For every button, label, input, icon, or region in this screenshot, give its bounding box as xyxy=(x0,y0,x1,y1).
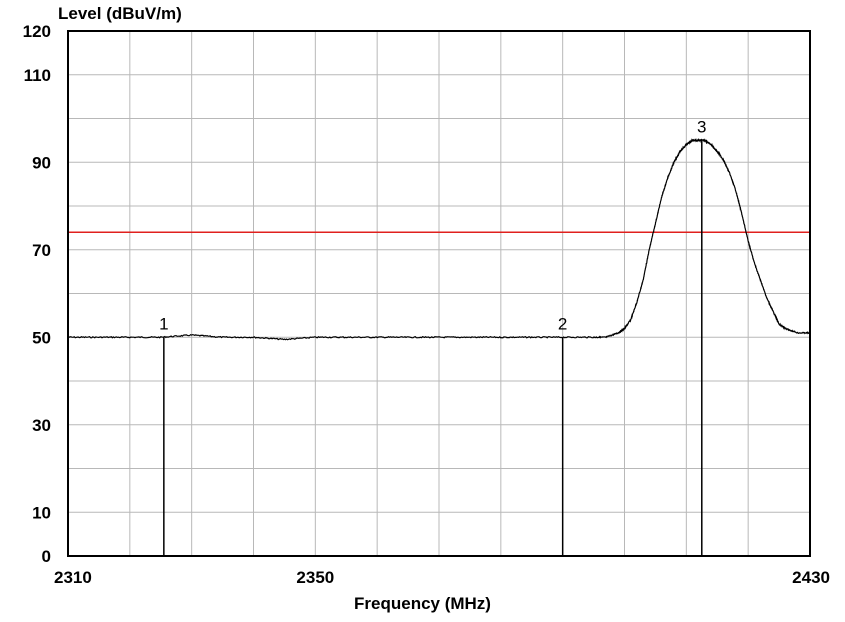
x-tick-label: 2350 xyxy=(296,568,334,587)
y-tick-label: 70 xyxy=(32,241,51,260)
x-axis-label: Frequency (MHz) xyxy=(354,594,491,613)
y-tick-label: 90 xyxy=(32,153,51,172)
markers-group: 1 2 3 xyxy=(159,117,707,556)
marker-3-label: 3 xyxy=(697,117,706,136)
marker-1-label: 1 xyxy=(159,314,168,333)
y-tick-label: 0 xyxy=(42,547,51,566)
y-tick-label: 50 xyxy=(32,328,51,347)
plot-frame xyxy=(67,30,811,557)
trace-group xyxy=(67,137,811,341)
x-tick-labels: 2310 2350 2430 xyxy=(54,568,830,587)
marker-2-label: 2 xyxy=(558,314,567,333)
x-tick-label: 2430 xyxy=(792,568,830,587)
y-tick-label: 30 xyxy=(32,416,51,435)
trace-line xyxy=(67,137,811,341)
grid xyxy=(68,31,810,556)
y-tick-label: 10 xyxy=(32,503,51,522)
y-tick-labels: 120 110 90 70 50 30 10 0 xyxy=(23,22,51,566)
y-axis-label: Level (dBuV/m) xyxy=(58,4,182,23)
y-tick-label: 120 xyxy=(23,22,51,41)
x-tick-label: 2310 xyxy=(54,568,92,587)
y-tick-label: 110 xyxy=(24,66,51,85)
